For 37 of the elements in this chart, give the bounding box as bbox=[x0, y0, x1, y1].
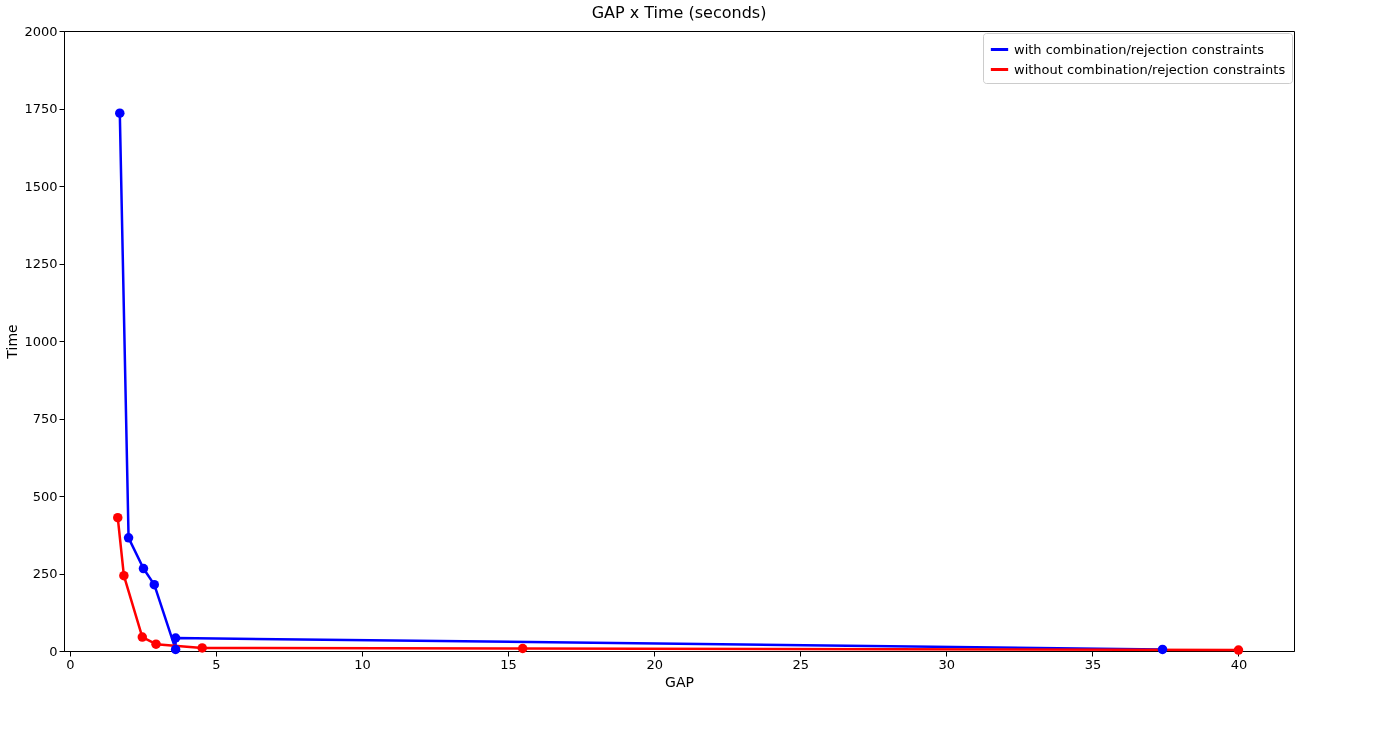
point bbox=[170, 633, 181, 643]
point bbox=[170, 644, 181, 655]
x-tick-label: 35 bbox=[1084, 656, 1102, 672]
point bbox=[1157, 644, 1168, 655]
chart-title: GAP x Time (seconds) bbox=[591, 3, 767, 22]
point bbox=[138, 563, 149, 574]
point bbox=[517, 643, 528, 654]
y-tick-label: 1000 bbox=[24, 333, 58, 349]
x-tick-label: 10 bbox=[354, 656, 371, 672]
point bbox=[151, 639, 161, 649]
point bbox=[1233, 645, 1244, 655]
point bbox=[119, 570, 129, 581]
y-tick-label: 1250 bbox=[24, 256, 58, 271]
point bbox=[123, 533, 134, 543]
x-tick-label: 0 bbox=[66, 656, 75, 672]
point bbox=[115, 108, 125, 118]
y-tick-label: 1500 bbox=[24, 178, 58, 194]
y-tick-label: 2000 bbox=[24, 23, 58, 39]
x-tick-label: 25 bbox=[792, 656, 810, 672]
point bbox=[113, 512, 123, 523]
y-tick-label: 0 bbox=[49, 643, 58, 659]
x-tick-label: 40 bbox=[1230, 656, 1248, 672]
y-tick-label: 750 bbox=[32, 411, 58, 426]
point bbox=[137, 632, 148, 642]
legend-label: without combination/rejection constraints bbox=[1014, 61, 1286, 77]
legend-label: with combination/rejection constraints bbox=[1014, 41, 1265, 57]
y-tick-label: 1750 bbox=[24, 101, 58, 116]
y-axis-title: Time bbox=[4, 324, 21, 360]
y-tick-label: 500 bbox=[32, 488, 58, 504]
x-tick-label: 15 bbox=[500, 656, 517, 672]
x-tick-label: 20 bbox=[646, 656, 663, 672]
point bbox=[197, 643, 207, 653]
x-tick-label: 30 bbox=[938, 656, 956, 672]
point bbox=[149, 579, 160, 590]
x-tick-label: 5 bbox=[212, 656, 221, 672]
y-tick-label: 250 bbox=[32, 566, 58, 581]
x-axis-title: GAP bbox=[665, 673, 694, 690]
